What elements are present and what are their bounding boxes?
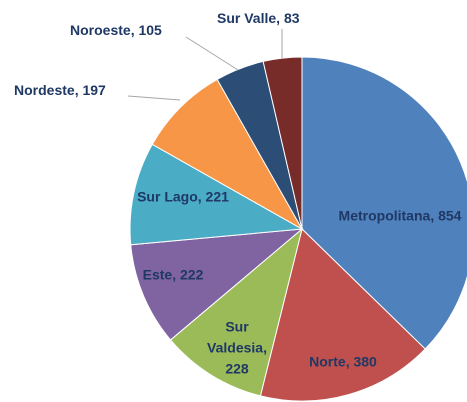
label-separator: , xyxy=(263,339,267,356)
data-label: Norte, 380 xyxy=(283,352,403,373)
pie-slice xyxy=(129,143,304,246)
label-category: Este xyxy=(142,266,173,283)
data-label: Sur Lago, 221 xyxy=(123,187,243,208)
label-separator: , xyxy=(197,188,206,205)
label-value: 854 xyxy=(438,207,462,224)
label-value: 221 xyxy=(205,188,229,205)
label-category: Noroeste xyxy=(70,22,131,38)
data-label: Nordeste, 197 xyxy=(14,80,106,101)
pie-slice xyxy=(130,228,304,341)
label-category: Metropolitana xyxy=(338,207,431,224)
data-label: Sur Valle, 83 xyxy=(217,8,300,29)
data-label: Este, 222 xyxy=(113,265,233,286)
label-category: Norte xyxy=(309,353,346,370)
label-value: 222 xyxy=(180,266,204,283)
pie-slice xyxy=(169,227,303,397)
label-separator: , xyxy=(172,266,180,283)
label-separator: , xyxy=(345,353,354,370)
label-value: 380 xyxy=(353,353,377,370)
label-category: Nordeste xyxy=(14,82,75,98)
label-category: Sur Lago xyxy=(137,188,198,205)
label-value: 228 xyxy=(225,360,249,377)
pie-slice xyxy=(151,78,304,231)
label-separator: , xyxy=(430,207,439,224)
data-label: Metropolitana, 854 xyxy=(335,206,465,227)
pie-slice xyxy=(262,56,303,230)
data-label: Sur Valdesia, 228 xyxy=(200,317,275,380)
label-category: Sur Valle xyxy=(217,10,277,26)
pie-slice xyxy=(301,56,467,350)
data-label: Noroeste, 105 xyxy=(70,20,162,41)
label-value: 83 xyxy=(283,10,300,26)
leader-line xyxy=(185,36,239,71)
label-separator: , xyxy=(130,22,139,38)
pie-slice xyxy=(259,228,426,402)
label-value: 197 xyxy=(82,82,106,98)
label-separator: , xyxy=(74,82,83,98)
label-category: Sur Valdesia xyxy=(207,318,264,356)
label-separator: , xyxy=(276,10,284,26)
leader-line xyxy=(127,95,181,101)
label-value: 105 xyxy=(138,22,162,38)
